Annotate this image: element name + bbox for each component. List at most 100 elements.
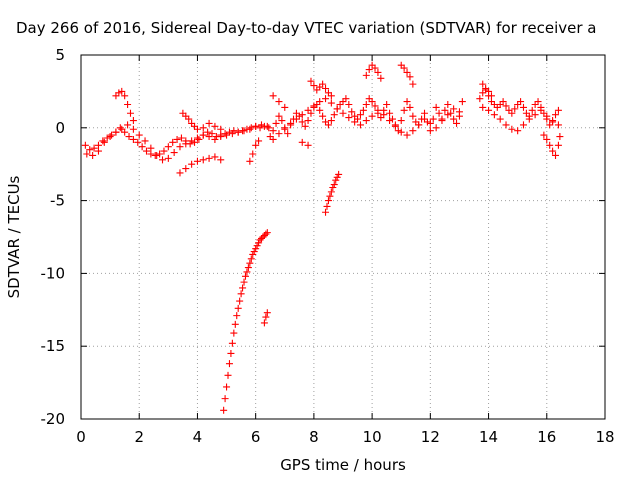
data-point: [108, 131, 116, 139]
data-point: [490, 111, 498, 119]
x-tick-label: 2: [134, 428, 144, 446]
data-point: [371, 64, 379, 72]
data-point: [519, 103, 527, 111]
data-point: [230, 329, 238, 337]
data-point: [195, 135, 203, 143]
data-point: [345, 114, 353, 122]
x-tick-label: 14: [479, 428, 498, 446]
data-point: [345, 101, 353, 109]
data-point: [177, 134, 185, 142]
data-point: [135, 131, 143, 139]
data-point: [86, 146, 94, 154]
data-point: [496, 101, 504, 109]
data-point: [493, 103, 501, 111]
data-point: [479, 80, 487, 88]
data-point: [199, 131, 207, 139]
y-tick-label: 5: [55, 46, 65, 64]
data-point: [225, 128, 233, 136]
data-point: [231, 320, 239, 328]
data-point: [362, 117, 370, 125]
data-point: [554, 121, 562, 129]
x-tick-label: 10: [363, 428, 382, 446]
data-point: [169, 138, 177, 146]
data-point: [223, 131, 231, 139]
data-point: [499, 98, 507, 106]
data-point: [208, 130, 216, 138]
data-point: [185, 115, 193, 123]
data-point: [556, 133, 564, 141]
data-point: [307, 109, 315, 117]
data-point: [323, 202, 331, 210]
data-point: [322, 95, 330, 103]
data-point: [386, 109, 394, 117]
data-point: [247, 255, 255, 263]
data-point: [269, 135, 277, 143]
y-tick-label: 0: [55, 119, 65, 137]
data-point: [269, 92, 277, 100]
data-point: [124, 121, 132, 129]
data-point: [508, 125, 516, 133]
data-point: [324, 121, 332, 129]
data-point: [173, 135, 181, 143]
data-point: [368, 112, 376, 120]
data-point: [188, 137, 196, 145]
data-point: [351, 118, 359, 126]
data-point: [476, 95, 484, 103]
data-point: [517, 98, 525, 106]
data-point: [313, 101, 321, 109]
data-point: [257, 234, 265, 242]
data-point: [205, 154, 213, 162]
data-point: [211, 122, 219, 130]
data-point: [182, 112, 190, 120]
data-point: [240, 278, 248, 286]
data-point: [444, 101, 452, 109]
data-point: [224, 371, 232, 379]
data-point: [262, 230, 270, 238]
data-point: [217, 125, 225, 133]
data-point: [336, 101, 344, 109]
data-point: [121, 128, 129, 136]
data-point: [81, 141, 89, 149]
x-tick-label: 6: [251, 428, 261, 446]
data-point: [124, 101, 132, 109]
data-point: [552, 111, 560, 119]
data-point: [252, 141, 260, 149]
data-point: [304, 117, 312, 125]
data-point: [103, 134, 111, 142]
data-point: [453, 119, 461, 127]
data-point: [275, 130, 283, 138]
data-point: [304, 141, 312, 149]
data-point: [335, 170, 343, 178]
data-point: [397, 61, 405, 69]
data-point: [164, 143, 172, 151]
data-point: [260, 232, 268, 240]
data-point: [228, 130, 236, 138]
data-point: [450, 115, 458, 123]
data-point: [435, 109, 443, 117]
data-point: [281, 125, 289, 133]
data-point: [230, 127, 238, 135]
data-point: [99, 137, 107, 145]
data-point: [386, 117, 394, 125]
y-tick-labels: 5 0 -5 -10 -15 -20: [41, 46, 66, 428]
data-point: [519, 121, 527, 129]
data-point: [397, 128, 405, 136]
data-point: [134, 138, 142, 146]
data-point: [409, 112, 417, 120]
data-point: [458, 98, 466, 106]
data-point: [479, 89, 487, 97]
data-point: [362, 101, 370, 109]
data-point: [332, 176, 340, 184]
data-point: [143, 147, 150, 155]
x-tick-label: 16: [537, 428, 556, 446]
data-point: [160, 147, 168, 155]
data-point: [412, 118, 420, 126]
data-point: [537, 106, 545, 114]
data-point: [241, 272, 249, 280]
data-point: [438, 117, 446, 125]
data-point: [121, 92, 129, 100]
data-point: [322, 208, 330, 216]
axis-ticks: [80, 54, 606, 420]
data-point: [359, 106, 367, 114]
data-point: [243, 268, 251, 276]
